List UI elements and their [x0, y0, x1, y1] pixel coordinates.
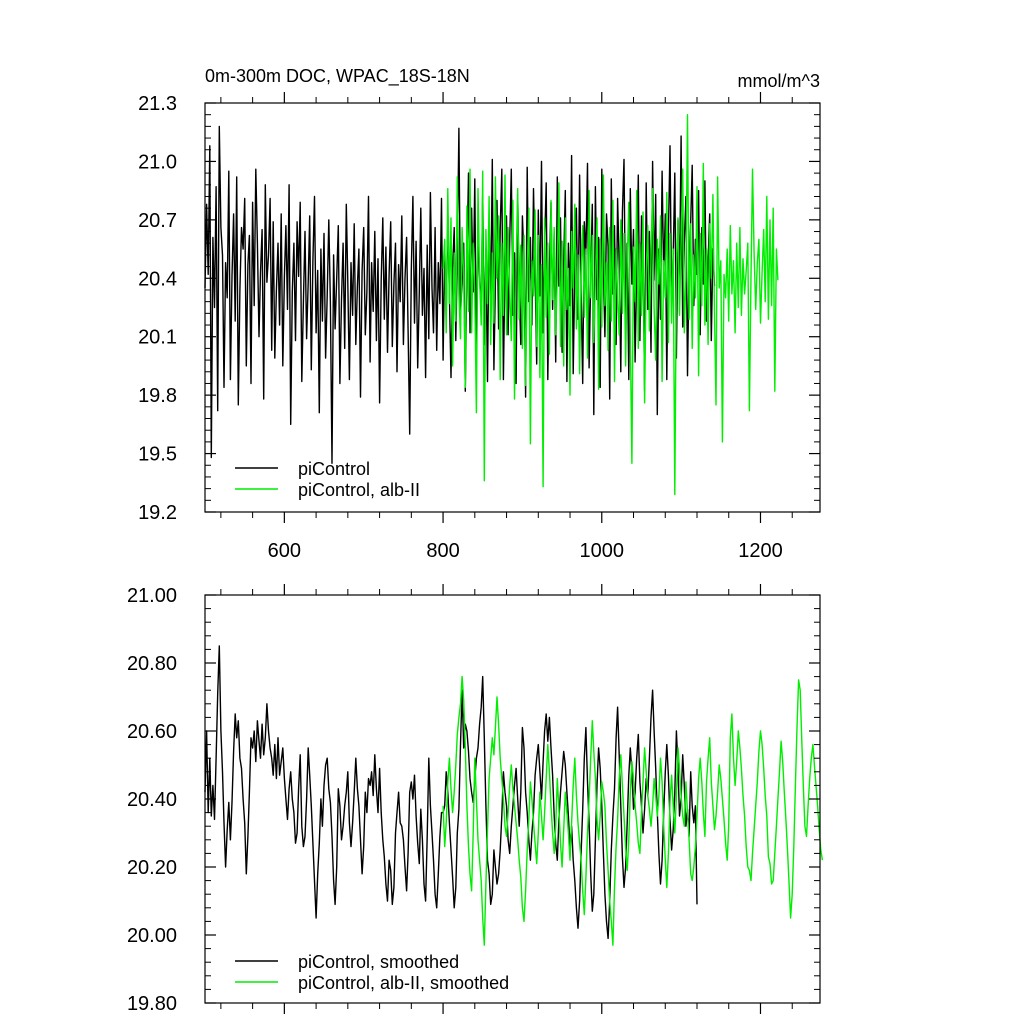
top-title: 0m-300m DOC, WPAC_18S-18N	[205, 66, 470, 87]
top-ytick-label-4: 20.4	[138, 268, 177, 290]
bottom-plot-frame	[204, 594, 821, 1004]
bottom-series-line-1	[442, 675, 824, 946]
top-ytick-label-6: 21.0	[138, 151, 177, 173]
top-legend-label-1: piControl, alb-II	[298, 480, 420, 500]
bottom-legend: piControl, smoothed piControl, alb-II, s…	[235, 952, 509, 993]
top-panel: 0m-300m DOC, WPAC_18S-18N mmol/m^3 19.21…	[138, 66, 821, 562]
bottom-axes: 19.80 20.00 20.20 20.40 20.60 20.80 21.00	[127, 584, 820, 1015]
top-legend: piControl piControl, alb-II	[235, 459, 420, 500]
bottom-legend-label-1: piControl, alb-II, smoothed	[298, 973, 509, 993]
top-ytick-label-5: 20.7	[138, 210, 177, 232]
top-xtick-label-3: 1200	[738, 540, 783, 562]
bottom-ytick-label-1: 20.00	[127, 925, 177, 947]
bottom-ytick-label-3: 20.40	[127, 789, 177, 811]
top-xtick-label-0: 600	[268, 540, 301, 562]
bottom-series-line-0	[204, 645, 698, 940]
top-ytick-label-3: 20.1	[138, 327, 177, 349]
top-ytick-label-2: 19.8	[138, 385, 177, 407]
top-xtick-label-1: 800	[426, 540, 459, 562]
bottom-ytick-label-4: 20.60	[127, 721, 177, 743]
top-units: mmol/m^3	[738, 71, 820, 91]
top-axes: 19.2 19.5 19.8 20.1 20.4 20.7 21.0 21.3 600 800 10…	[138, 92, 820, 562]
top-ytick-label-0: 19.2	[138, 502, 177, 524]
bottom-panel: 19.80 20.00 20.20 20.40 20.60 20.80 21.00 piCo…	[127, 584, 824, 1015]
bottom-ytick-label-0: 19.80	[127, 993, 177, 1015]
bottom-ytick-label-6: 21.00	[127, 585, 177, 607]
top-plot-frame	[204, 102, 821, 513]
top-legend-label-0: piControl	[298, 459, 370, 479]
top-ytick-label-7: 21.3	[138, 93, 177, 115]
top-ytick-label-1: 19.5	[138, 444, 177, 466]
bottom-ytick-label-5: 20.80	[127, 653, 177, 675]
bottom-legend-label-0: piControl, smoothed	[298, 952, 459, 972]
top-series-line-1	[442, 113, 779, 496]
top-xtick-label-2: 1000	[580, 540, 625, 562]
bottom-series-group	[204, 645, 824, 946]
bottom-ytick-label-2: 20.20	[127, 857, 177, 879]
top-series-group	[204, 113, 779, 496]
